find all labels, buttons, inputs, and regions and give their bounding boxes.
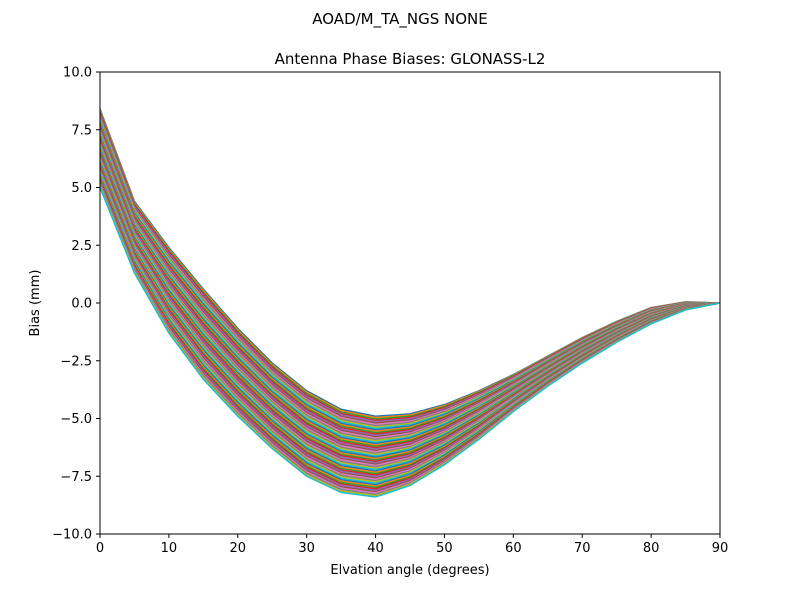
x-tick-label: 20 [230,541,247,556]
series-line [99,187,721,498]
x-tick-label: 80 [643,541,660,556]
series-line [99,120,721,430]
series-line [99,110,721,419]
x-tick-label: 10 [161,541,178,556]
x-tick-label: 90 [712,541,729,556]
x-axis-label: Elvation angle (degrees) [330,563,489,578]
y-tick-label: 7.5 [71,123,92,138]
series-layer [99,108,721,498]
x-tick-label: 50 [436,541,453,556]
series-line [99,111,721,420]
chart-title: Antenna Phase Biases: GLONASS-L2 [275,50,546,68]
x-tick-label: 0 [96,541,104,556]
y-tick-label: −7.5 [60,470,92,485]
y-tick-label: 2.5 [71,239,92,254]
series-line [99,108,721,417]
series-line [99,116,721,426]
y-axis-label: Bias (mm) [28,270,43,337]
y-tick-label: −5.0 [60,412,92,427]
x-tick-label: 40 [367,541,384,556]
series-line [99,119,721,428]
tick-layer: 0 10 20 30 40 50 60 70 80 90 −10.0 −7.5 −5.0 −2.5 0.0 2… [52,66,728,557]
series-line [99,118,721,427]
x-tick-label: 70 [574,541,591,556]
y-tick-label: −10.0 [52,528,92,543]
series-line [99,112,721,422]
series-line [99,115,721,424]
y-tick-label: 10.0 [63,66,92,81]
series-line [99,114,721,423]
y-tick-label: 5.0 [71,181,92,196]
figure-suptitle: AOAD/M_TA_NGS NONE [312,10,487,29]
y-tick-label: 0.0 [71,297,92,312]
x-tick-label: 60 [505,541,522,556]
y-tick-label: −2.5 [60,354,92,369]
x-tick-label: 30 [298,541,315,556]
